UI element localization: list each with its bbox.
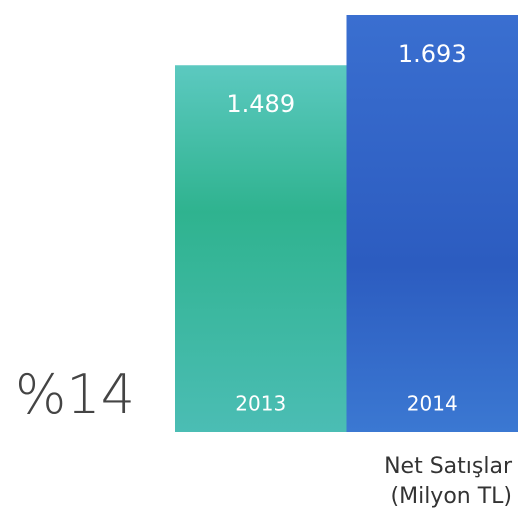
bar <box>175 65 347 433</box>
value-label: 1.489 <box>226 90 295 118</box>
change-annotation: %14 <box>15 363 135 426</box>
bar <box>346 15 518 432</box>
chart-subtitle: (Milyon TL) <box>391 484 512 509</box>
category-label: 2014 <box>407 392 458 416</box>
chart-title: Net Satışlar <box>384 454 513 479</box>
value-label: 1.693 <box>398 40 467 68</box>
category-label: 2013 <box>235 392 286 416</box>
